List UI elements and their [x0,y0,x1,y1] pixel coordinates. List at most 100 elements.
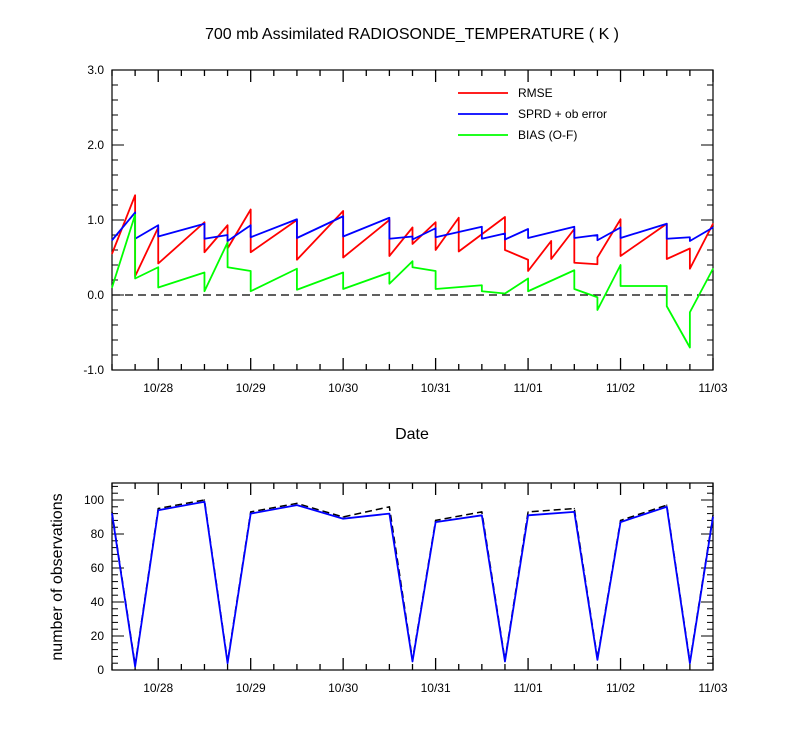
data-point [203,271,206,274]
data-point [203,501,206,503]
data-point [573,511,575,513]
y-tick-label: 2.0 [87,138,104,152]
data-point [712,223,714,225]
data-point [388,513,390,515]
data-point [689,247,691,250]
data-point [596,256,599,259]
data-point [689,346,691,349]
x-tick-label: 10/29 [236,381,266,395]
data-point [342,516,344,518]
data-point [157,266,159,268]
data-point [481,226,483,228]
data-point [619,237,622,239]
data-point [527,237,529,239]
data-point [157,262,159,265]
x-axis-label: Date [395,426,429,443]
x-tick-label: 10/31 [421,681,451,695]
data-point [342,235,344,238]
series-line-sprd-ob-error [111,211,714,242]
data-point [435,249,437,251]
data-point [666,305,668,307]
data-point [527,290,529,292]
data-point [435,288,437,290]
data-point [573,237,575,239]
y-tick-label: 1.0 [87,213,104,227]
x-tick-label: 11/03 [698,381,727,395]
data-point [435,221,437,223]
data-point [573,507,575,510]
y-tick-label: 0.0 [87,288,104,302]
data-point [504,292,506,295]
data-point [388,283,390,285]
y-tick-label: 80 [91,527,105,541]
data-point [481,284,483,286]
top-plot: -1.0 0.0 1.0 2.0 3.0 10/28 10/29 10/30 10/31 11/0… [83,63,728,395]
plot-frame [111,69,714,371]
data-point [296,504,298,506]
data-point [157,235,159,238]
data-point [226,241,229,244]
data-point [388,271,390,274]
data-point [296,268,298,270]
data-point [111,253,113,255]
data-point [388,238,390,240]
x-tick-label: 10/28 [143,681,173,695]
data-point [157,224,159,226]
data-point [504,249,506,251]
data-point [619,226,622,229]
data-point [712,268,714,270]
data-point [296,289,298,291]
data-point [435,270,437,272]
data-point [134,277,136,280]
data-point [342,288,344,290]
data-point [481,511,483,513]
data-point [619,521,622,523]
data-point [342,271,344,274]
data-point [250,224,252,226]
data-point [250,251,252,253]
data-point [504,216,506,218]
data-point [666,285,668,287]
data-point [111,513,113,515]
data-point [689,662,691,664]
legend-label: SPRD + ob error [518,107,607,121]
data-point [157,286,159,289]
data-point [435,521,437,523]
data-point [458,217,460,219]
data-point [666,506,668,508]
x-tick-label: 11/01 [514,681,543,695]
data-point [527,514,529,516]
data-point [435,519,437,522]
y-tick-label: 40 [91,595,105,609]
data-point [411,266,414,268]
data-point [203,290,206,292]
plot-frame [111,482,714,671]
data-point [388,255,390,257]
data-point [689,240,691,242]
data-point [203,223,206,225]
chart-title: 700 mb Assimilated RADIOSONDE_TEMPERATUR… [205,26,619,43]
x-tick-label: 10/28 [143,381,173,395]
data-point [111,239,113,241]
data-point [435,236,437,238]
data-point [203,499,206,501]
data-point [203,238,206,240]
data-point [226,224,229,226]
data-point [712,516,714,518]
data-point [411,660,414,663]
x-tick-label: 11/03 [698,681,727,695]
data-point [596,296,599,298]
data-point [250,511,252,513]
data-point [250,236,252,238]
x-tick-label: 11/01 [514,381,543,395]
data-point [596,659,599,661]
data-point [596,234,599,236]
data-point [666,258,668,260]
x-tick-label: 11/02 [606,681,635,695]
data-point [226,662,229,664]
data-point [504,238,506,241]
data-point [689,311,691,313]
data-point [250,290,252,292]
data-point [157,507,159,510]
data-point [596,239,599,241]
